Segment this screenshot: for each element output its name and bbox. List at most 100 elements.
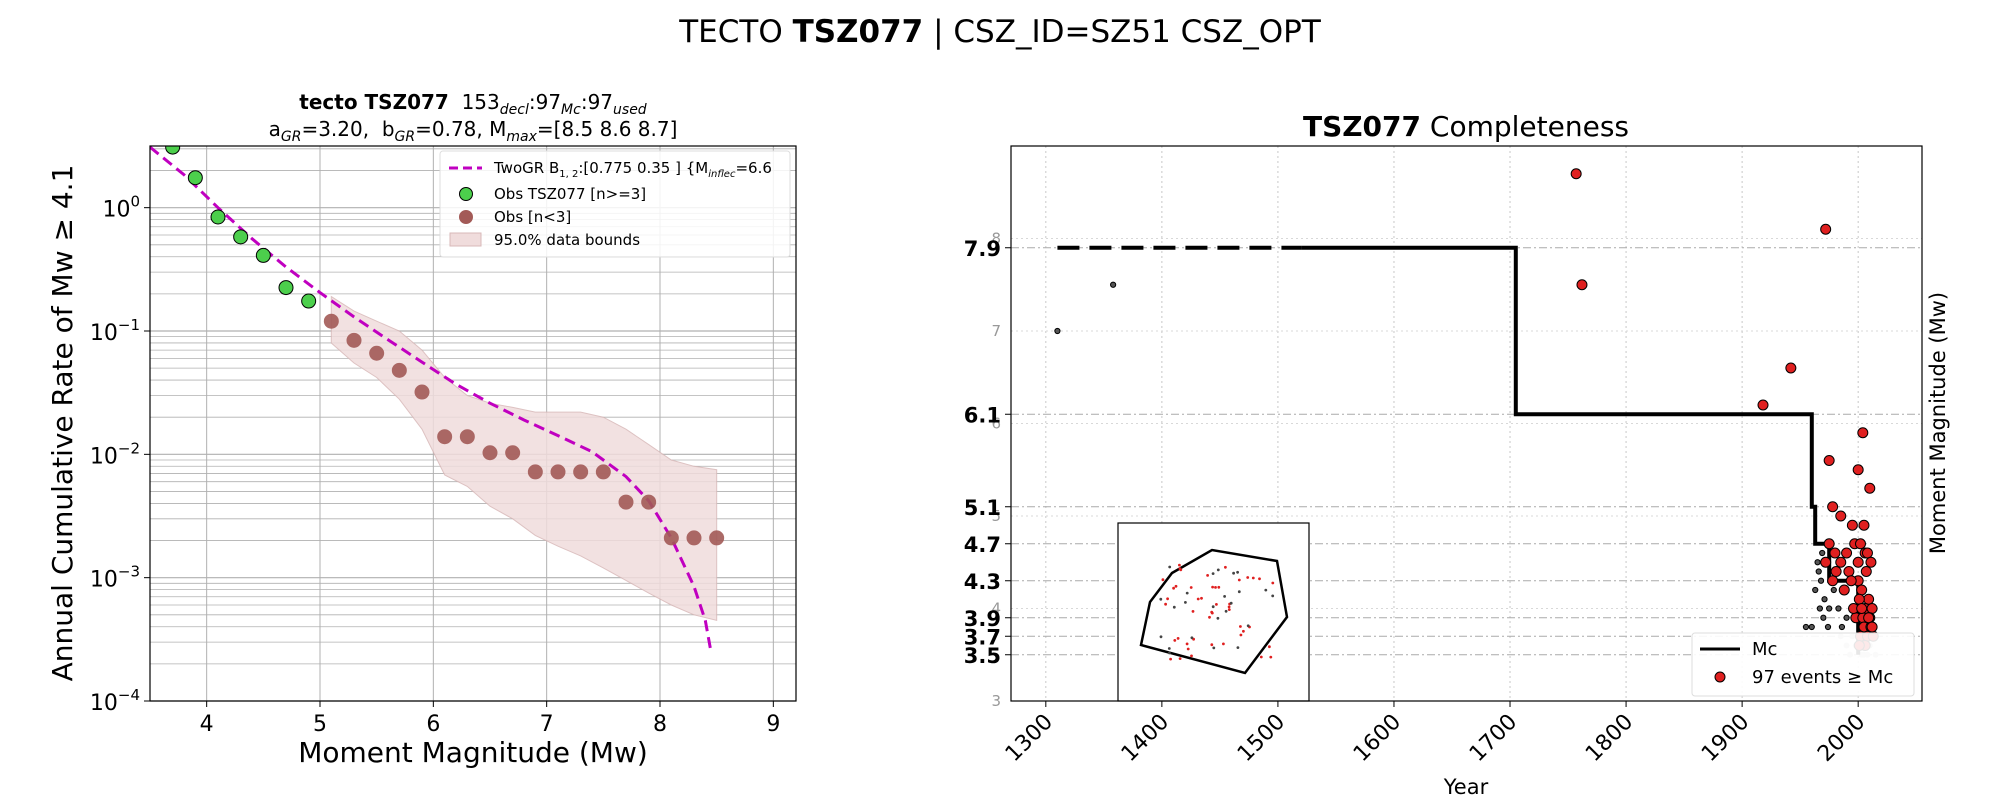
inset-epicenter-dot — [1172, 586, 1175, 590]
b-val: =0.78, M — [415, 117, 506, 141]
inset-epicenter-dot — [1178, 563, 1181, 567]
inset-epicenter-dot — [1184, 601, 1187, 604]
left-y-tick-exp: −4 — [118, 686, 140, 704]
left-y-tick-base: 10 — [90, 691, 118, 716]
inset-epicenter-dot — [1196, 597, 1200, 601]
small-event-point — [1816, 605, 1823, 612]
inset-epicenter-dot — [1190, 636, 1194, 640]
left-x-tick-label: 6 — [426, 712, 440, 737]
inset-epicenter-dot — [1210, 643, 1214, 647]
legend-event-marker — [1714, 671, 1726, 683]
event-point — [1820, 223, 1832, 235]
inset-epicenter-dot — [1185, 642, 1189, 646]
inset-epicenter-dot — [1211, 585, 1214, 589]
event-point — [1854, 538, 1866, 550]
small-events — [1054, 281, 1850, 631]
small-event-point — [1824, 623, 1832, 631]
inset-epicenter-dot — [1229, 601, 1233, 605]
event-point — [1823, 455, 1835, 466]
event-point — [1838, 584, 1850, 596]
inset-epicenter-dot — [1164, 602, 1167, 606]
right-legend-box — [1691, 632, 1915, 697]
event-point — [1835, 556, 1847, 568]
inset-epicenter-dot — [1236, 646, 1240, 649]
inset-epicenter-dot — [1246, 624, 1250, 628]
left-title-gap — [449, 90, 462, 114]
inset-epicenter-dot — [1227, 605, 1231, 609]
inset-epicenter-dot — [1239, 625, 1242, 628]
left-y-tick-label: 10−4 — [90, 686, 140, 716]
event-point — [1830, 566, 1842, 577]
obs-point-ge3 — [301, 293, 317, 309]
inset-epicenter-dot — [1208, 615, 1211, 619]
legend-green-marker — [459, 187, 473, 201]
obs-point-lt3 — [686, 530, 702, 546]
a-val: =3.20, — [301, 117, 381, 141]
left-y-axis-label: Annual Cumulative Rate of Mw ≥ 4.1 — [46, 165, 79, 682]
inset-epicenter-dot — [1269, 655, 1273, 659]
inset-epicenter-dot — [1224, 565, 1227, 569]
inset-epicenter-dot — [1176, 637, 1180, 640]
obs-point-lt3 — [346, 332, 362, 348]
right-legend: Mc 97 events ≥ Mc — [1691, 632, 1915, 697]
left-y-tick-exp: −2 — [118, 439, 140, 457]
right-y-tick-bold-label: 6.1 — [964, 403, 1001, 427]
event-point — [1863, 612, 1875, 624]
inset-epicenter-dot — [1191, 610, 1195, 613]
inset-epicenter-dot — [1178, 657, 1182, 660]
right-title: TSZ077 Completeness — [1303, 110, 1629, 143]
small-event-point — [1821, 596, 1828, 603]
right-y-tick-bold-label: 4.3 — [964, 570, 1001, 594]
left-y-tick-base: 10 — [90, 568, 118, 593]
event-point — [1757, 399, 1769, 411]
legend-band-label: 95.0% data bounds — [494, 231, 640, 249]
obs-point-ge3 — [255, 247, 271, 263]
legend-model-label: TwoGR B1, 2:[0.775 0.35 ] {Minflec=6.6 — [493, 159, 772, 180]
legend-model-main: TwoGR B — [493, 159, 559, 177]
left-title-line1: tecto TSZ077 153decl:97Mc:97used — [299, 90, 647, 118]
left-x-tick-label: 7 — [540, 712, 554, 737]
right-y-tick-gray-label: 3 — [991, 692, 1001, 710]
inset-epicenter-dot — [1174, 584, 1178, 588]
inset-epicenter-dot — [1168, 651, 1171, 655]
obs-point-ge3 — [233, 229, 249, 245]
obs-point-ge3 — [187, 170, 203, 186]
inset-epicenter-dot — [1185, 591, 1189, 595]
b-sub: GR — [395, 129, 416, 145]
left-y-tick-base: 10 — [90, 444, 118, 469]
obs-point-ge3 — [278, 280, 294, 296]
event-point — [1835, 510, 1847, 522]
inset-epicenter-dot — [1167, 647, 1171, 650]
inset-epicenter-dot — [1159, 597, 1163, 601]
inset-epicenter-dot — [1168, 565, 1172, 569]
small-event-point — [1808, 623, 1815, 631]
inset-epicenter-dot — [1212, 646, 1216, 650]
inset-epicenter-dot — [1232, 571, 1235, 575]
a-sub: GR — [281, 129, 302, 145]
left-title-line2: aGR=3.20, bGR=0.78, Mmax=[8.5 8.6 8.7] — [269, 117, 678, 145]
small-event-point — [1843, 614, 1850, 621]
left-x-tick-label: 9 — [766, 712, 780, 737]
left-y-tick-exp: 0 — [130, 193, 140, 211]
left-title-decl-sub: decl — [500, 102, 529, 118]
small-event-point — [1814, 559, 1821, 566]
obs-point-lt3 — [459, 429, 475, 445]
left-y-tick-base: 10 — [102, 198, 130, 223]
left-x-ticks: 4 5 6 7 8 9 — [200, 701, 780, 737]
left-y-tick-label: 10−2 — [90, 439, 140, 469]
small-event-point — [1802, 623, 1810, 631]
suptitle-prefix: TECTO — [678, 14, 792, 50]
inset-epicenter-dot — [1159, 635, 1163, 639]
b-label: b — [382, 117, 395, 141]
inset-epicenter-dot — [1271, 581, 1275, 585]
event-point — [1856, 584, 1868, 596]
mc-step-line — [1301, 245, 1861, 655]
inset-epicenter-dot — [1211, 605, 1215, 609]
inset-epicenter-dot — [1236, 570, 1239, 574]
inset-epicenters — [1159, 563, 1275, 661]
left-y-tick-label: 10−1 — [90, 316, 140, 346]
obs-point-lt3 — [641, 494, 657, 510]
inset-epicenter-dot — [1200, 596, 1203, 600]
